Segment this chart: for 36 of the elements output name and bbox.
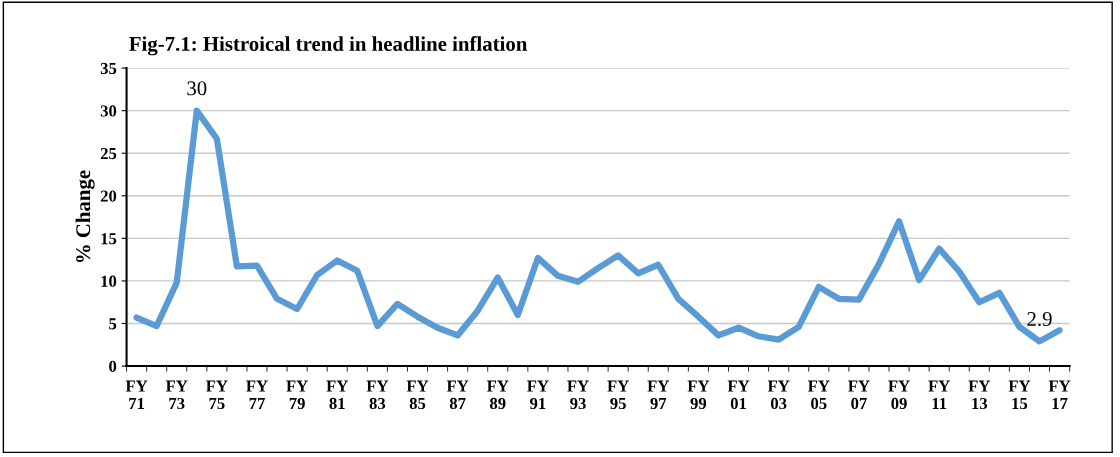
x-tick-label: FY 83 — [366, 380, 389, 410]
x-tick-label: FY 13 — [968, 380, 991, 410]
x-tick-label: FY 11 — [928, 380, 950, 409]
x-tick-label: FY 85 — [406, 380, 429, 410]
x-tick-label: FY 01 — [727, 380, 750, 410]
y-axis-title: % Change — [75, 170, 95, 263]
x-tick-label: FY 75 — [206, 380, 228, 410]
y-tick-label: 10 — [101, 275, 117, 287]
x-tick-label: FY 81 — [326, 380, 349, 410]
x-tick-label: FY 93 — [567, 380, 589, 410]
x-tick-label: FY 99 — [687, 380, 710, 410]
x-tick-label: FY 91 — [527, 380, 549, 410]
data-label: 2.9 — [1027, 312, 1052, 327]
x-tick-label: FY 05 — [807, 380, 830, 410]
x-tick-label: FY 09 — [888, 380, 910, 410]
x-tick-label: FY 89 — [486, 380, 509, 410]
y-tick-label: 15 — [101, 233, 117, 245]
y-tick-label: 35 — [100, 62, 117, 75]
data-label: 30 — [187, 81, 207, 96]
x-tick-label: FY 95 — [607, 380, 629, 410]
x-tick-label: FY 07 — [848, 380, 870, 410]
x-tick-label: FY 79 — [286, 380, 308, 410]
y-tick-label: 25 — [100, 147, 117, 160]
x-tick-label: FY 15 — [1008, 380, 1031, 410]
y-tick-label: 30 — [100, 105, 117, 117]
y-tick-label: 5 — [109, 318, 117, 330]
x-tick-label: FY 71 — [125, 380, 148, 409]
x-tick-label: FY 73 — [165, 380, 188, 410]
y-tick-label: 20 — [100, 190, 117, 202]
x-tick-label: FY 03 — [767, 380, 790, 410]
x-tick-label: FY 87 — [446, 380, 469, 410]
chart-title: Fig-7.1: Histroical trend in headline inflation — [129, 36, 528, 56]
x-tick-label: FY 97 — [647, 380, 670, 410]
x-tick-label: FY 17 — [1048, 380, 1071, 409]
y-tick-label: 0 — [109, 360, 117, 372]
x-tick-label: FY 77 — [246, 380, 268, 409]
